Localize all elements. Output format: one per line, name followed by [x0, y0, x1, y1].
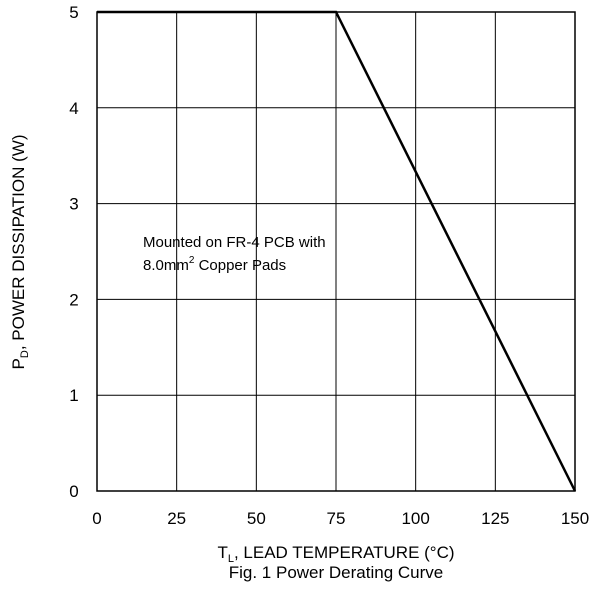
x-axis-label-prefix: T [217, 543, 227, 562]
y-axis-label-sub: D [19, 350, 31, 358]
x-tick-label: 150 [561, 509, 589, 528]
y-tick-label: 0 [69, 482, 78, 501]
annotation-line-2: 8.0mm2 Copper Pads [143, 255, 286, 274]
y-tick-label: 5 [69, 3, 78, 22]
x-axis-label: TL, LEAD TEMPERATURE (°C) [217, 543, 454, 565]
y-axis-label: PD, POWER DISSIPATION (W) [9, 135, 31, 370]
grid-lines [96, 11, 576, 492]
y-tick-label: 3 [69, 195, 78, 214]
figure-caption: Fig. 1 Power Derating Curve [229, 563, 443, 582]
y-axis-label-prefix: P [9, 358, 28, 369]
y-tick-label: 4 [69, 99, 78, 118]
x-tick-label: 100 [401, 509, 429, 528]
x-axis-label-sub: L [228, 553, 234, 565]
series-layer [96, 10, 577, 492]
x-tick-label: 125 [481, 509, 509, 528]
y-tick-label: 1 [69, 386, 78, 405]
x-tick-label: 0 [92, 509, 101, 528]
y-axis-label-rest: , POWER DISSIPATION (W) [9, 135, 28, 351]
y-tick-label: 2 [69, 290, 78, 309]
x-tick-label: 75 [327, 509, 346, 528]
annotation-line-1: Mounted on FR-4 PCB with [143, 234, 326, 251]
annotation-line-2-text: 8.0mm [143, 257, 189, 274]
tick-labels: 0 25 50 75 100 125 150 0 1 2 3 4 5 [69, 3, 589, 528]
x-tick-label: 50 [247, 509, 266, 528]
annotation-superscript: 2 [189, 255, 195, 266]
x-tick-label: 25 [167, 509, 186, 528]
annotation-line-2-rest: Copper Pads [194, 257, 286, 274]
x-axis-label-rest: , LEAD TEMPERATURE (°C) [234, 543, 455, 562]
